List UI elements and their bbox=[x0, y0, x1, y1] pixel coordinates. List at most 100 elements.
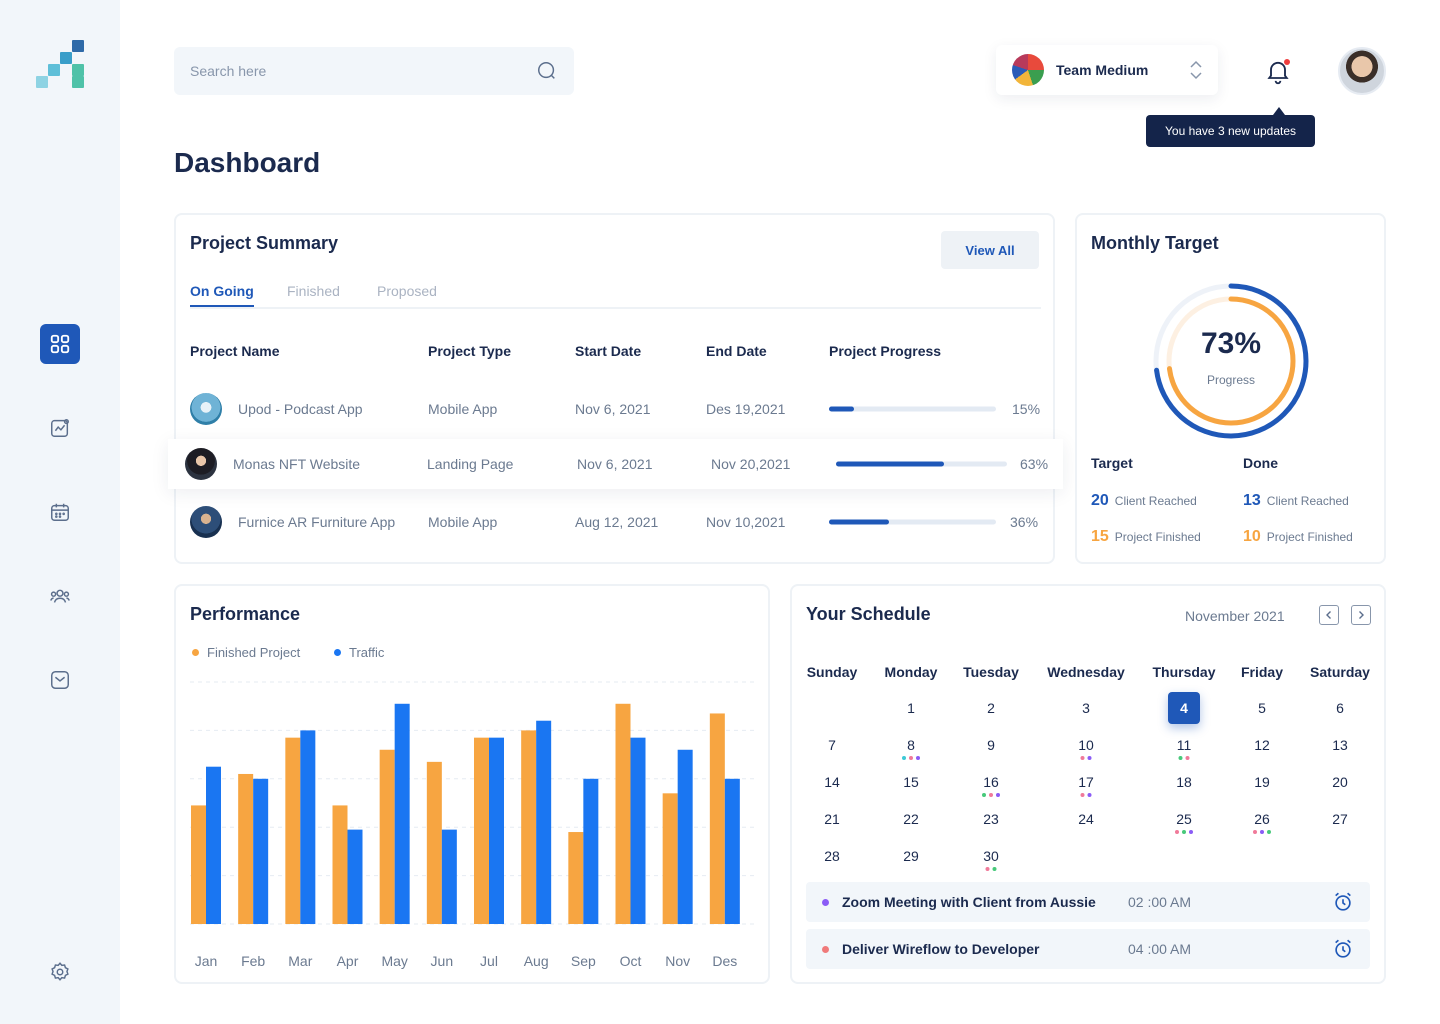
project-type: Landing Page bbox=[427, 456, 514, 472]
calendar-day[interactable]: 26 bbox=[1254, 811, 1270, 827]
project-type: Mobile App bbox=[428, 514, 498, 530]
calendar-day[interactable]: 2 bbox=[987, 700, 995, 716]
x-tick-label: Feb bbox=[241, 953, 265, 969]
nav-analytics[interactable] bbox=[40, 408, 80, 448]
col-project-progress: Project Progress bbox=[829, 343, 942, 359]
nav-settings[interactable] bbox=[40, 952, 80, 992]
event-dot bbox=[909, 756, 913, 760]
prev-month-button[interactable] bbox=[1319, 605, 1339, 625]
done-project-label: Project Finished bbox=[1266, 530, 1353, 544]
bell-icon bbox=[1267, 61, 1289, 85]
bar-traffic bbox=[724, 778, 740, 924]
table-row[interactable]: Monas NFT Website Landing Page Nov 6, 20… bbox=[168, 439, 1063, 489]
end-date: Nov 20,2021 bbox=[711, 456, 791, 472]
calendar-day[interactable]: 10 bbox=[1078, 737, 1094, 753]
tab-proposed[interactable]: Proposed bbox=[377, 283, 437, 299]
calendar-day[interactable]: 19 bbox=[1254, 774, 1270, 790]
bar-traffic bbox=[489, 737, 504, 924]
event-dot bbox=[989, 793, 993, 797]
event-dot bbox=[982, 793, 986, 797]
calendar-day[interactable]: 4 bbox=[1168, 692, 1200, 724]
calendar-day[interactable]: 12 bbox=[1254, 737, 1270, 753]
monthly-target-title: Monthly Target bbox=[1091, 233, 1219, 253]
x-tick-label: Sep bbox=[571, 953, 596, 969]
bar-traffic bbox=[441, 829, 457, 924]
calendar-day[interactable]: 20 bbox=[1332, 774, 1348, 790]
x-tick-label: Des bbox=[712, 953, 737, 969]
event-dot bbox=[1182, 830, 1186, 834]
nav-calendar[interactable] bbox=[40, 492, 80, 532]
calendar-day[interactable]: 6 bbox=[1336, 700, 1344, 716]
calendar-day[interactable]: 3 bbox=[1082, 700, 1090, 716]
schedule-event[interactable]: Deliver Wireflow to Developer 04 :00 AM bbox=[806, 929, 1370, 969]
calendar-day[interactable]: 9 bbox=[987, 737, 995, 753]
calendar-day[interactable]: 13 bbox=[1332, 737, 1348, 753]
calendar-day[interactable]: 28 bbox=[824, 848, 840, 864]
user-avatar[interactable] bbox=[1338, 47, 1386, 95]
tab-on-going[interactable]: On Going bbox=[190, 283, 254, 307]
calendar-day[interactable]: 17 bbox=[1078, 774, 1094, 790]
event-dot bbox=[902, 756, 906, 760]
target-project-stat: 15 Project Finished bbox=[1091, 528, 1201, 546]
calendar-day[interactable]: 25 bbox=[1176, 811, 1192, 827]
team-switch-arrows[interactable] bbox=[1190, 60, 1202, 80]
legend-dot bbox=[192, 649, 199, 656]
view-all-button[interactable]: View All bbox=[941, 231, 1039, 269]
calendar-day[interactable]: 14 bbox=[824, 774, 840, 790]
target-heading: Target bbox=[1091, 455, 1133, 471]
event-dot bbox=[1267, 830, 1271, 834]
calendar-day[interactable]: 7 bbox=[828, 737, 836, 753]
calendar-day[interactable]: 29 bbox=[903, 848, 919, 864]
page-title: Dashboard bbox=[174, 147, 321, 178]
table-row[interactable]: Upod - Podcast App Mobile App Nov 6, 202… bbox=[176, 385, 1055, 433]
progress-ring-inner bbox=[1166, 296, 1296, 426]
project-tabs: On Going Finished Proposed bbox=[190, 283, 1041, 309]
team-switcher[interactable]: Team Medium bbox=[996, 45, 1218, 95]
calendar-day[interactable]: 16 bbox=[983, 774, 999, 790]
bar-finished-project bbox=[521, 730, 537, 924]
bar-finished-project bbox=[615, 703, 631, 924]
nav-inbox[interactable] bbox=[40, 660, 80, 700]
nav-team[interactable] bbox=[40, 576, 80, 616]
nav-dashboard[interactable] bbox=[40, 324, 80, 364]
schedule-event[interactable]: Zoom Meeting with Client from Aussie 02 … bbox=[806, 882, 1370, 922]
calendar-day[interactable]: 1 bbox=[907, 700, 915, 716]
calendar-day[interactable]: 15 bbox=[903, 774, 919, 790]
progress-label: Progress bbox=[1206, 373, 1256, 387]
x-tick-label: Nov bbox=[665, 953, 690, 969]
notifications-button[interactable] bbox=[1264, 57, 1292, 85]
calendar-day[interactable]: 11 bbox=[1176, 737, 1192, 753]
table-row[interactable]: Furnice AR Furniture App Mobile App Aug … bbox=[176, 498, 1055, 546]
schedule-card: Your Schedule November 2021 Zoom Meeting… bbox=[790, 584, 1386, 984]
app-logo[interactable] bbox=[36, 40, 84, 88]
alarm-icon[interactable] bbox=[1332, 891, 1354, 913]
chevron-down-icon bbox=[1190, 72, 1202, 80]
calendar-day[interactable]: 24 bbox=[1078, 811, 1094, 827]
calendar-day[interactable]: 21 bbox=[824, 811, 840, 827]
performance-title: Performance bbox=[190, 604, 301, 624]
calendar-day[interactable]: 8 bbox=[907, 737, 915, 753]
event-dot bbox=[1185, 756, 1190, 760]
target-project-label: Project Finished bbox=[1114, 530, 1201, 544]
performance-card: Performance Finished Project Traffic Jan… bbox=[174, 584, 770, 984]
calendar-day[interactable]: 22 bbox=[903, 811, 919, 827]
project-name: Furnice AR Furniture App bbox=[238, 514, 396, 530]
tab-finished[interactable]: Finished bbox=[287, 283, 340, 299]
calendar-day[interactable]: 23 bbox=[983, 811, 999, 827]
bar-traffic bbox=[630, 737, 646, 924]
calendar-day[interactable]: 30 bbox=[983, 848, 999, 864]
next-month-button[interactable] bbox=[1351, 605, 1371, 625]
alarm-icon[interactable] bbox=[1332, 938, 1354, 960]
target-client-value: 20 bbox=[1091, 492, 1109, 509]
bar-finished-project bbox=[285, 737, 301, 924]
project-type: Mobile App bbox=[428, 401, 498, 417]
calendar-day[interactable]: 5 bbox=[1258, 700, 1266, 716]
calendar-day[interactable]: 18 bbox=[1176, 774, 1192, 790]
search-icon[interactable] bbox=[536, 60, 558, 82]
search-input[interactable] bbox=[190, 63, 536, 79]
x-tick-label: Apr bbox=[337, 953, 359, 969]
event-dot bbox=[1087, 793, 1092, 797]
calendar-day[interactable]: 27 bbox=[1332, 811, 1348, 827]
target-client-stat: 20 Client Reached bbox=[1091, 492, 1197, 510]
event-dot bbox=[916, 756, 920, 760]
